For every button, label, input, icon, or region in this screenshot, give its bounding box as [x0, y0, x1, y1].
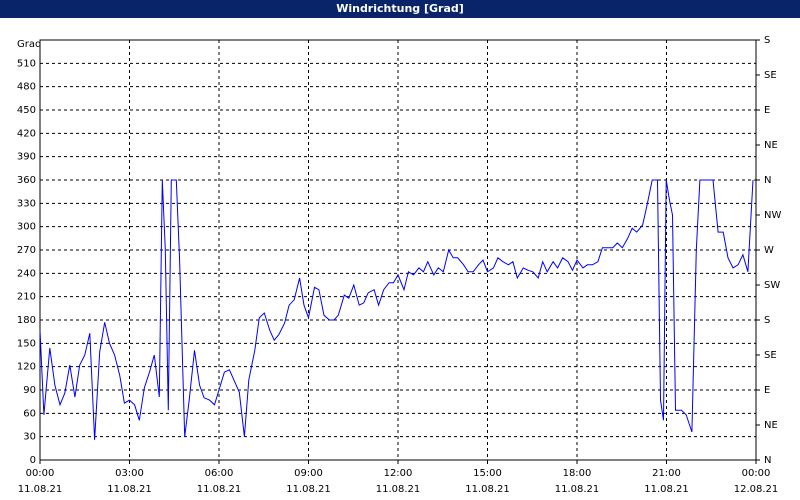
x-tick-label: 00:00 [742, 468, 771, 479]
x-tick-date: 11.08.21 [286, 484, 331, 495]
x-tick-label: 09:00 [294, 468, 323, 479]
y2-tick-label: E [764, 385, 770, 396]
y-tick-label: 0 [30, 455, 36, 466]
y2-tick-label: SE [764, 70, 777, 81]
y2-tick-label: E [764, 105, 770, 116]
y-tick-label: 420 [17, 128, 36, 139]
y2-tick-label: SW [764, 280, 780, 291]
x-tick-label: 06:00 [205, 468, 234, 479]
y2-tick-label: NE [764, 420, 778, 431]
y-tick-label: 360 [17, 175, 36, 186]
y2-tick-label: N [764, 175, 771, 186]
y2-tick-label: SE [764, 350, 777, 361]
y-tick-label: 60 [23, 408, 36, 419]
y2-tick-label: NE [764, 140, 778, 151]
y2-tick-label: S [764, 315, 770, 326]
y-tick-label: 90 [23, 385, 36, 396]
y-tick-label: 180 [17, 315, 36, 326]
x-tick-label: 03:00 [115, 468, 144, 479]
y-tick-label: 480 [17, 82, 36, 93]
y2-tick-label: S [764, 35, 770, 46]
x-tick-label: 21:00 [652, 468, 681, 479]
y2-tick-label: W [764, 245, 774, 256]
data-line [39, 179, 754, 440]
y-tick-label: 330 [17, 198, 36, 209]
x-tick-date: 11.08.21 [376, 484, 421, 495]
y2-tick-label: N [764, 455, 771, 466]
x-tick-label: 15:00 [473, 468, 502, 479]
x-tick-date: 11.08.21 [465, 484, 510, 495]
y-tick-label: 120 [17, 362, 36, 373]
y2-tick-label: NW [764, 210, 781, 221]
y-tick-label: 150 [17, 338, 36, 349]
x-tick-label: 12:00 [384, 468, 413, 479]
x-tick-date: 11.08.21 [107, 484, 152, 495]
y-tick-label: 210 [17, 292, 36, 303]
x-tick-date: 11.08.21 [18, 484, 63, 495]
y-tick-label: 450 [17, 105, 36, 116]
y-tick-label: 240 [17, 268, 36, 279]
title-bar [0, 0, 800, 18]
x-tick-date: 11.08.21 [555, 484, 600, 495]
y-tick-label: 390 [17, 152, 36, 163]
x-tick-label: 18:00 [563, 468, 592, 479]
y-tick-label: 300 [17, 222, 36, 233]
y-tick-label: 270 [17, 245, 36, 256]
x-tick-date: 11.08.21 [197, 484, 242, 495]
y-axis-label: Grad [17, 39, 41, 50]
x-tick-date: 12.08.21 [734, 484, 779, 495]
chart-title: Windrichtung [Grad] [336, 2, 464, 15]
y-tick-label: 30 [23, 432, 36, 443]
y-tick-label: 510 [17, 58, 36, 69]
x-tick-label: 00:00 [26, 468, 55, 479]
x-tick-date: 11.08.21 [644, 484, 689, 495]
